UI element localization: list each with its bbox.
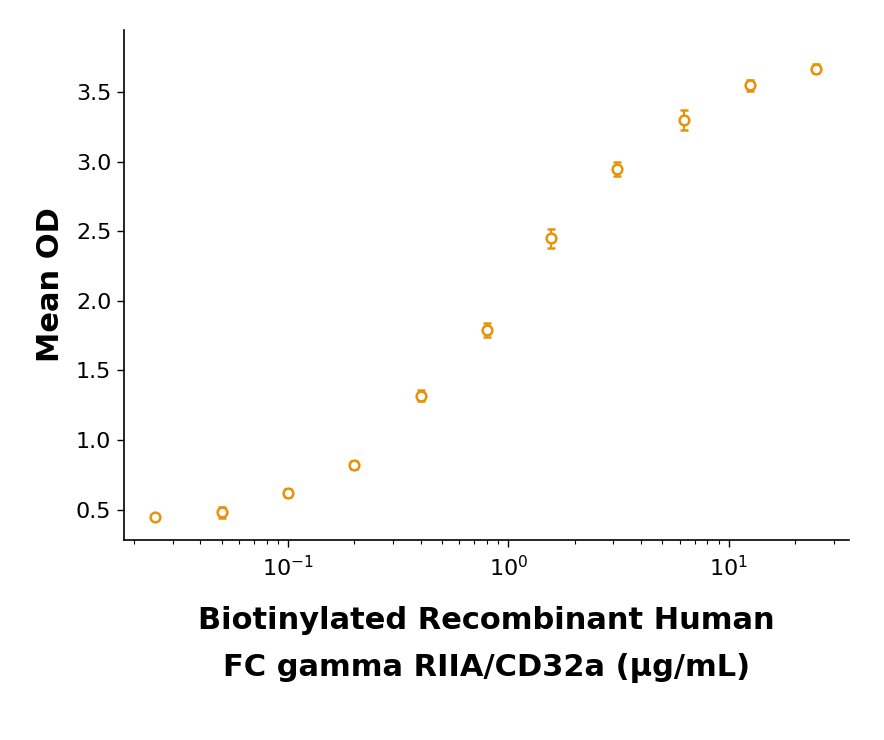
X-axis label: Biotinylated Recombinant Human
FC gamma RIIA/CD32a (μg/mL): Biotinylated Recombinant Human FC gamma …	[198, 605, 774, 683]
Y-axis label: Mean OD: Mean OD	[35, 207, 65, 363]
